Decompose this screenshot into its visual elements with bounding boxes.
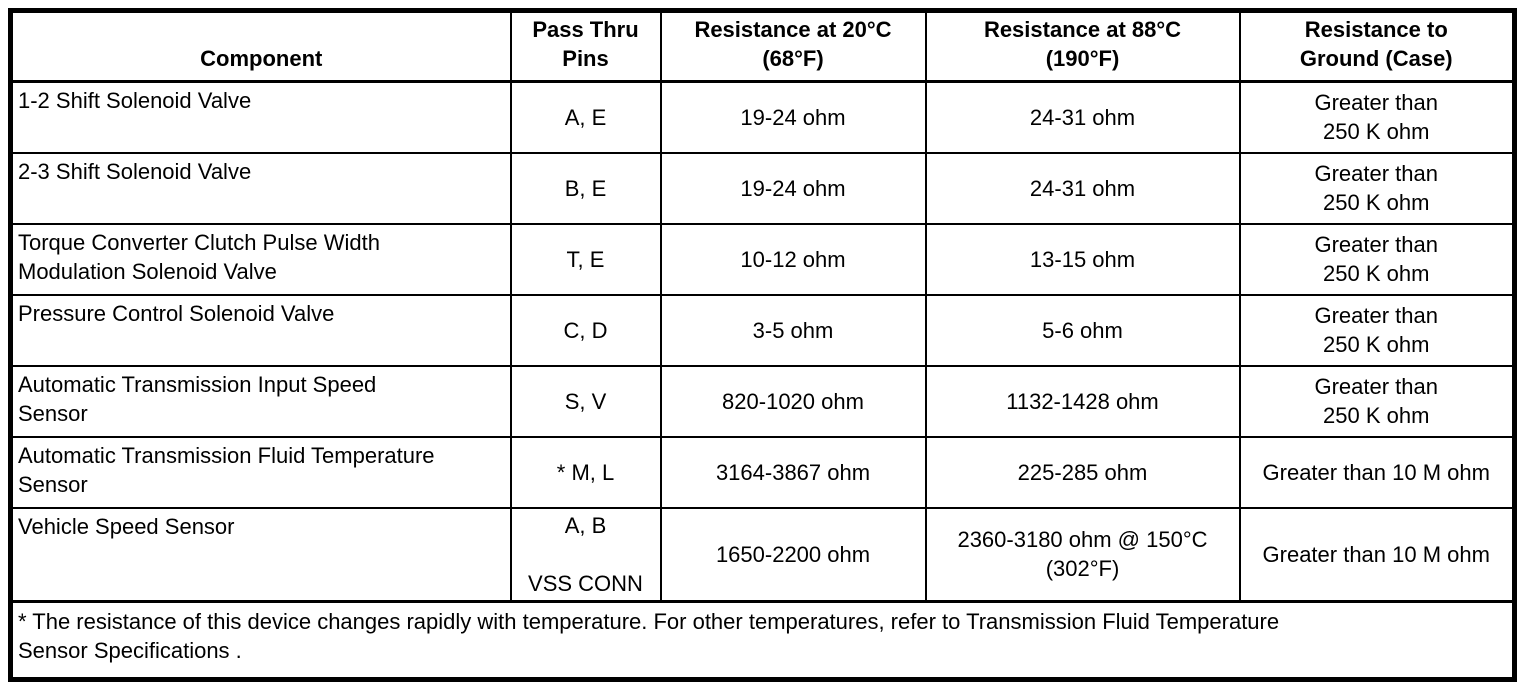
footnote: * The resistance of this device changes …: [9, 600, 1516, 681]
pins-cell: T, E: [509, 222, 662, 296]
res88-cell: 225-285 ohm: [924, 435, 1241, 509]
res20-cell: 3164-3867 ohm: [659, 435, 927, 509]
pins-cell: A, E: [509, 80, 662, 154]
res88-cell: 5-6 ohm: [924, 293, 1241, 367]
ground-cell: Greater than 250 K ohm: [1238, 80, 1516, 154]
table-row: 2-3 Shift Solenoid Valve B, E 19-24 ohm …: [9, 151, 1516, 225]
ground-cell: Greater than 10 M ohm: [1238, 435, 1516, 509]
header-cell-pass-thru-pins: Pass Thru Pins: [509, 9, 662, 83]
pins-cell: * M, L: [509, 435, 662, 509]
res88-cell: 24-31 ohm: [924, 80, 1241, 154]
table-row: Torque Converter Clutch Pulse Width Modu…: [9, 222, 1516, 296]
res20-cell: 1650-2200 ohm: [659, 506, 927, 603]
res20-cell: 3-5 ohm: [659, 293, 927, 367]
ground-cell: Greater than 10 M ohm: [1238, 506, 1516, 603]
component-cell: 2-3 Shift Solenoid Valve: [9, 151, 512, 225]
res88-cell: 24-31 ohm: [924, 151, 1241, 225]
ground-cell: Greater than 250 K ohm: [1238, 151, 1516, 225]
ground-cell: Greater than 250 K ohm: [1238, 364, 1516, 438]
component-cell: Vehicle Speed Sensor: [9, 506, 512, 603]
pins-cell: B, E: [509, 151, 662, 225]
res88-cell: 1132-1428 ohm: [924, 364, 1241, 438]
pins-cell: C, D: [509, 293, 662, 367]
header-cell-resistance-88c: Resistance at 88°C (190°F): [924, 9, 1241, 83]
component-cell: Pressure Control Solenoid Valve: [9, 293, 512, 367]
pins-cell: A, B VSS CONN: [509, 506, 662, 603]
header-row: Component Pass Thru Pins Resistance at 2…: [9, 9, 1516, 83]
header-cell-resistance-20c: Resistance at 20°C (68°F): [659, 9, 927, 83]
resistance-spec-table: Component Pass Thru Pins Resistance at 2…: [8, 8, 1517, 682]
header-cell-component: Component: [9, 9, 512, 83]
table-row: Vehicle Speed Sensor A, B VSS CONN 1650-…: [9, 506, 1516, 603]
pins-cell: S, V: [509, 364, 662, 438]
ground-cell: Greater than 250 K ohm: [1238, 293, 1516, 367]
res20-cell: 19-24 ohm: [659, 80, 927, 154]
res88-cell: 2360-3180 ohm @ 150°C (302°F): [924, 506, 1241, 603]
res88-cell: 13-15 ohm: [924, 222, 1241, 296]
table-row: Pressure Control Solenoid Valve C, D 3-5…: [9, 293, 1516, 367]
header-cell-resistance-ground: Resistance to Ground (Case): [1238, 9, 1516, 83]
res20-cell: 10-12 ohm: [659, 222, 927, 296]
table-row: Automatic Transmission Fluid Temperature…: [9, 435, 1516, 509]
component-cell: Torque Converter Clutch Pulse Width Modu…: [9, 222, 512, 296]
table-row: Automatic Transmission Input Speed Senso…: [9, 364, 1516, 438]
res20-cell: 820-1020 ohm: [659, 364, 927, 438]
component-cell: Automatic Transmission Fluid Temperature…: [9, 435, 512, 509]
res20-cell: 19-24 ohm: [659, 151, 927, 225]
component-cell: 1-2 Shift Solenoid Valve: [9, 80, 512, 154]
component-cell: Automatic Transmission Input Speed Senso…: [9, 364, 512, 438]
table-row: 1-2 Shift Solenoid Valve A, E 19-24 ohm …: [9, 80, 1516, 154]
footnote-row: * The resistance of this device changes …: [9, 600, 1516, 681]
ground-cell: Greater than 250 K ohm: [1238, 222, 1516, 296]
